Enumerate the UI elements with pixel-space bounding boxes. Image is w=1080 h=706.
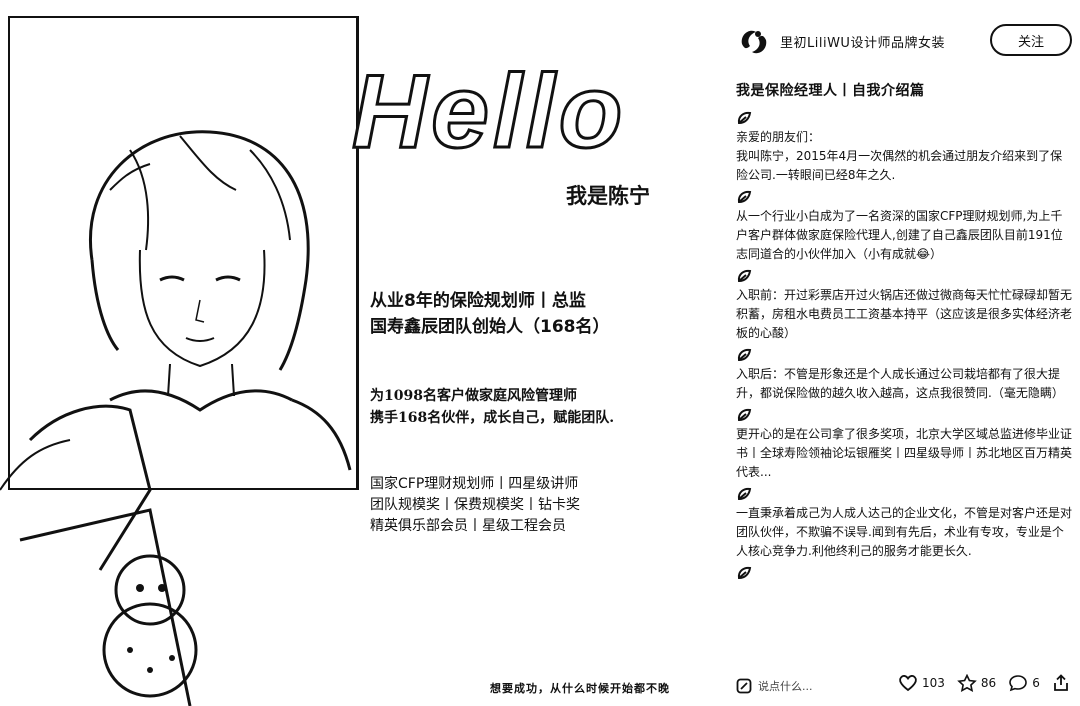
post-paragraph: 入职后：不管是形象还是个人成长通过公司栽培都有了很大提升，都说保险做的越久收入越… [736, 367, 1064, 400]
poster-title-line: 从业8年的保险规划师丨总监 [370, 291, 586, 311]
leaf-icon [737, 111, 752, 125]
poster-honors-block: 国家CFP理财规划师丨四星级讲师 团队规模奖丨保费规模奖丨钻卡奖 精英俱乐部会员… [370, 474, 580, 537]
like-count: 103 [922, 676, 945, 690]
leaf-icon [737, 487, 752, 501]
poster-honor-line: 国家CFP理财规划师丨四星级讲师 [370, 476, 579, 492]
person-illustration [0, 130, 352, 706]
author-bar: 里初LiliWU设计师品牌女装 关注 [712, 20, 1080, 64]
post-paragraph: 亲爱的朋友们： 我叫陈宁，2015年4月一次偶然的机会通过朋友介绍来到了保险公司… [736, 130, 1063, 182]
leaf-icon [737, 408, 752, 422]
poster-mission-line: 为1098名客户做家庭风险管理师 [370, 388, 577, 404]
collect-button[interactable]: 86 [957, 674, 996, 692]
post-paragraph: 更开心的是在公司拿了很多奖项，北京大学区域总监进修毕业证书丨全球寿险领袖论坛银雁… [736, 427, 1073, 479]
post-paragraph: 入职前：开过彩票店开过火锅店还做过微商每天忙忙碌碌却暂无积蓄，房租水电费员工工资… [736, 288, 1073, 340]
share-icon[interactable] [1052, 674, 1070, 692]
poster-mission-line: 携手168名伙伴，成长自己，赋能团队. [370, 410, 615, 426]
poster-title-line: 国寿鑫辰团队创始人（168名） [370, 317, 610, 337]
avatar[interactable] [736, 24, 772, 60]
comment-placeholder: 说点什么... [758, 680, 813, 693]
poster-frame [8, 16, 359, 490]
edit-icon [736, 678, 752, 694]
comment-input[interactable]: 说点什么... [736, 674, 866, 698]
collect-count: 86 [980, 676, 997, 690]
post-paragraph: 一直秉承着成己为人成人达己的企业文化，不管是对客户还是对团队伙伴，不欺骗不误导.… [736, 506, 1073, 558]
poster-honor-line: 精英俱乐部会员丨星级工程会员 [370, 518, 566, 534]
post-detail-panel: 里初LiliWU设计师品牌女装 关注 我是保险经理人丨自我介绍篇 亲爱的朋友们：… [712, 0, 1080, 706]
comment-count: 6 [1032, 676, 1040, 690]
leaf-icon [737, 566, 752, 580]
comment-button[interactable]: 6 [1008, 674, 1040, 692]
post-title: 我是保险经理人丨自我介绍篇 [736, 83, 925, 99]
like-button[interactable]: 103 [898, 674, 945, 692]
post-content: 我是保险经理人丨自我介绍篇 亲爱的朋友们： 我叫陈宁，2015年4月一次偶然的机… [736, 80, 1074, 652]
hello-heading: Hello [350, 54, 627, 170]
comment-icon [1009, 675, 1027, 692]
poster-mission-block: 为1098名客户做家庭风险管理师 携手168名伙伴，成长自己，赋能团队. [370, 385, 614, 429]
stats-group: 103 86 6 [898, 674, 1070, 692]
leaf-icon [737, 190, 752, 204]
heart-icon [899, 675, 917, 692]
author-name[interactable]: 里初LiliWU设计师品牌女装 [780, 36, 945, 51]
follow-button[interactable]: 关注 [990, 24, 1072, 56]
leaf-icon [737, 269, 752, 283]
leaf-icon [737, 348, 752, 362]
poster-title-block: 从业8年的保险规划师丨总监 国寿鑫辰团队创始人（168名） [370, 288, 610, 340]
post-image-poster[interactable]: Hello 我是陈宁 从业8年的保险规划师丨总监 国寿鑫辰团队创始人（168名）… [0, 0, 710, 706]
poster-slogan: 想要成功，从什么时候开始都不晚 [490, 682, 670, 695]
poster-honor-line: 团队规模奖丨保费规模奖丨钻卡奖 [370, 497, 580, 513]
star-icon [957, 674, 977, 692]
poster-name: 我是陈宁 [566, 183, 650, 208]
post-paragraph: 从一个行业小白成为了一名资深的国家CFP理财规划师,为上千户客户群体做家庭保险代… [736, 209, 1063, 261]
interaction-bar: 说点什么... 103 86 6 [712, 668, 1080, 704]
